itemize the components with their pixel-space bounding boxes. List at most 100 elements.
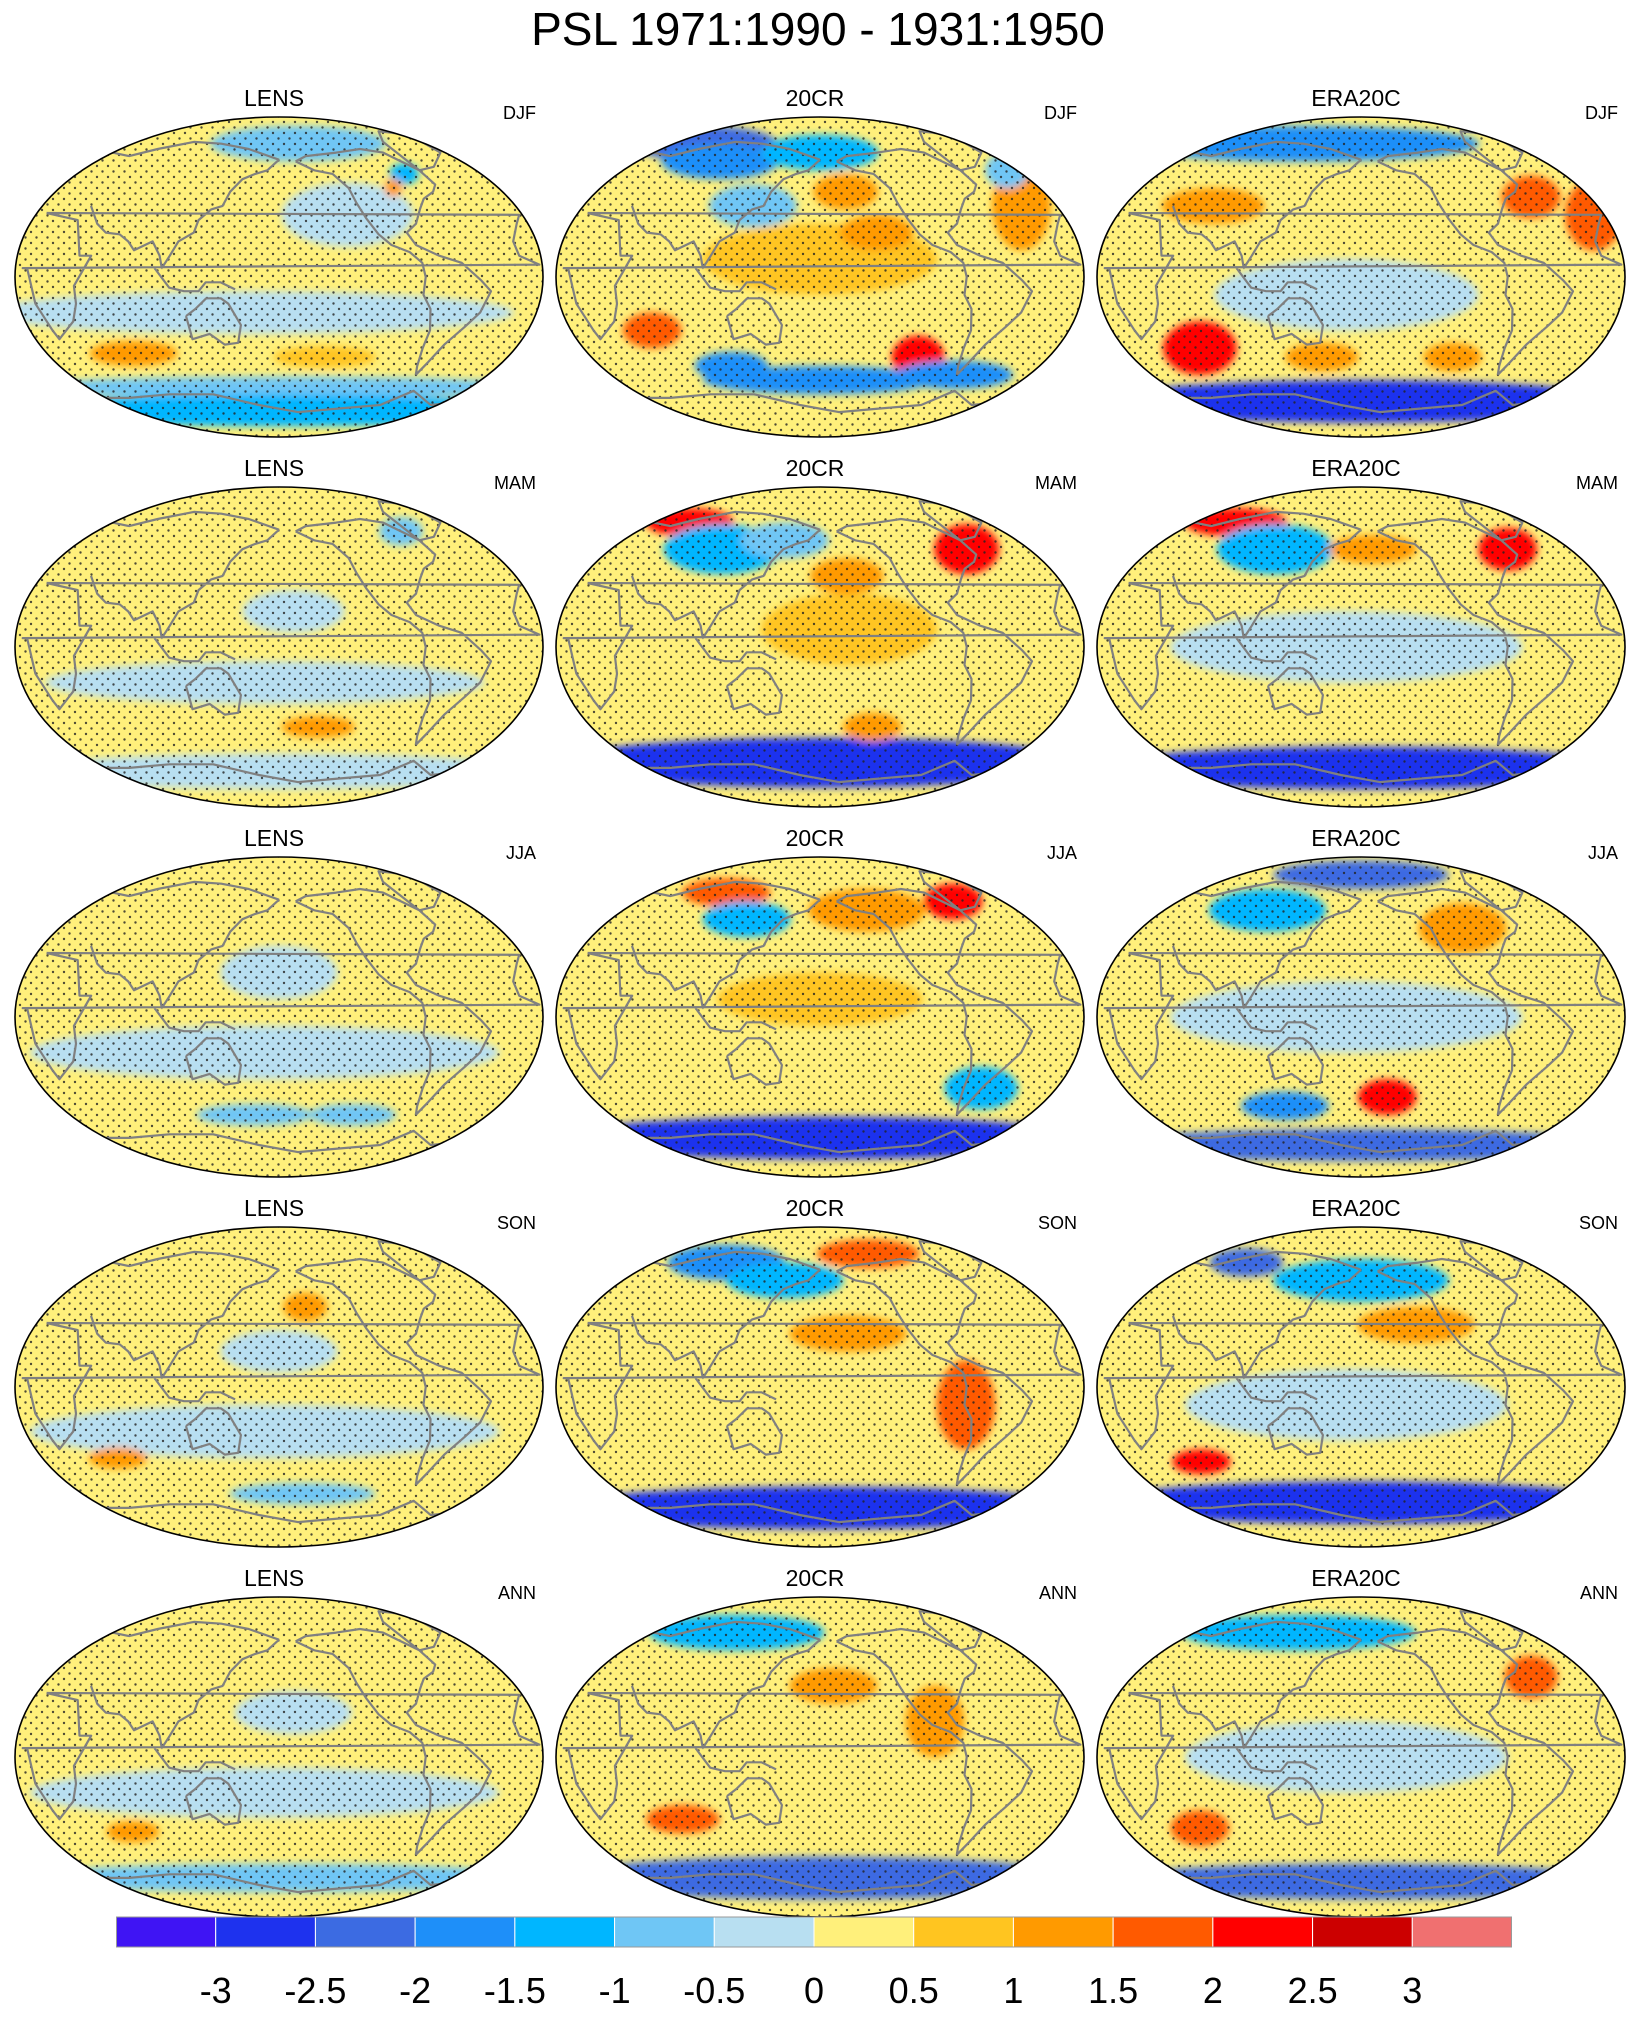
map-panel-20cr-son: 20CR SON bbox=[545, 1194, 1085, 1548]
colorbar-swatch bbox=[414, 1916, 516, 1948]
season-label: ANN bbox=[1038, 1583, 1077, 1603]
panel-title: 20CR bbox=[785, 85, 845, 111]
colorbar-tick-label: 2.5 bbox=[1288, 1970, 1338, 2011]
colorbar-tick-label: -2 bbox=[399, 1970, 431, 2011]
colorbar-swatch bbox=[1212, 1916, 1314, 1948]
map-outline bbox=[1096, 1226, 1626, 1548]
map-outline bbox=[14, 856, 544, 1178]
panel-title: LENS bbox=[243, 1195, 305, 1221]
season-label: SON bbox=[496, 1213, 536, 1233]
season-label: MAM bbox=[494, 473, 536, 493]
colorbar-swatch bbox=[1012, 1916, 1114, 1948]
map-plot bbox=[555, 1226, 1085, 1548]
panel-title: ERA20C bbox=[1311, 1565, 1401, 1591]
panel-title: 20CR bbox=[785, 1565, 845, 1591]
colorbar-swatch bbox=[913, 1916, 1014, 1948]
colorbar-tick-label: 0.5 bbox=[889, 1970, 939, 2011]
map-outline bbox=[14, 1226, 544, 1548]
map-plot bbox=[555, 486, 1085, 808]
panel-title: LENS bbox=[243, 825, 305, 851]
season-label: DJF bbox=[1044, 103, 1077, 123]
map-outline bbox=[14, 486, 544, 808]
panel-title: ERA20C bbox=[1311, 825, 1401, 851]
stippling bbox=[15, 1227, 543, 1547]
colorbar-tick-label: -1 bbox=[599, 1970, 631, 2011]
colorbar-tick-label: -0.5 bbox=[683, 1970, 745, 2011]
colorbar-swatch bbox=[215, 1916, 316, 1948]
stippling bbox=[556, 857, 1084, 1177]
colorbar-tick-label: 1.5 bbox=[1088, 1970, 1138, 2011]
panel-title: ERA20C bbox=[1311, 85, 1401, 111]
stippling bbox=[15, 487, 543, 807]
map-plot bbox=[1096, 856, 1626, 1178]
map-panel-20cr-djf: 20CR DJF bbox=[545, 84, 1085, 438]
colorbar-swatch bbox=[713, 1916, 815, 1948]
map-outline bbox=[555, 856, 1085, 1178]
panel-title: ERA20C bbox=[1311, 1195, 1401, 1221]
map-outline bbox=[1096, 856, 1626, 1178]
colorbar-swatch bbox=[314, 1916, 416, 1948]
map-panel-lens-jja: LENS JJA bbox=[4, 824, 544, 1178]
map-plot bbox=[1096, 1226, 1626, 1548]
stippling bbox=[556, 487, 1084, 807]
map-outline bbox=[555, 116, 1085, 438]
season-label: MAM bbox=[1576, 473, 1618, 493]
map-plot bbox=[1096, 486, 1626, 808]
colorbar-tick-label: -2.5 bbox=[284, 1970, 346, 2011]
colorbar-swatch bbox=[614, 1916, 715, 1948]
season-label: ANN bbox=[1579, 1583, 1618, 1603]
map-panel-era20c-mam: ERA20C MAM bbox=[1086, 454, 1626, 808]
colorbar-swatch bbox=[813, 1916, 915, 1948]
panel-title: ERA20C bbox=[1311, 455, 1401, 481]
season-label: DJF bbox=[503, 103, 536, 123]
stippling bbox=[556, 117, 1084, 437]
map-panel-lens-ann: LENS ANN bbox=[4, 1564, 544, 1918]
map-plot bbox=[14, 1226, 544, 1548]
panel-title: 20CR bbox=[785, 1195, 845, 1221]
colorbar-swatch bbox=[1411, 1916, 1512, 1948]
season-label: ANN bbox=[497, 1583, 536, 1603]
colorbar-tick-label: 1 bbox=[1003, 1970, 1023, 2011]
colorbar-swatch bbox=[1312, 1916, 1413, 1948]
season-label: JJA bbox=[505, 843, 536, 863]
colorbar-tick-label: -3 bbox=[200, 1970, 232, 2011]
map-plot bbox=[14, 486, 544, 808]
colorbar-tick-label: -1.5 bbox=[484, 1970, 546, 2011]
map-plot bbox=[555, 856, 1085, 1178]
map-outline bbox=[1096, 486, 1626, 808]
panel-title: 20CR bbox=[785, 825, 845, 851]
map-plot bbox=[14, 116, 544, 438]
map-outline bbox=[555, 1226, 1085, 1548]
panel-title: LENS bbox=[243, 85, 305, 111]
map-outline bbox=[555, 486, 1085, 808]
stippling bbox=[1097, 117, 1625, 437]
season-label: MAM bbox=[1035, 473, 1077, 493]
panel-title: 20CR bbox=[785, 455, 845, 481]
colorbar-swatch bbox=[514, 1916, 616, 1948]
map-plot bbox=[1096, 116, 1626, 438]
stippling bbox=[556, 1597, 1084, 1917]
stippling bbox=[1097, 1597, 1625, 1917]
map-panel-lens-djf: LENS DJF bbox=[4, 84, 544, 438]
panel-title: LENS bbox=[243, 1565, 305, 1591]
map-panel-20cr-ann: 20CR ANN bbox=[545, 1564, 1085, 1918]
stippling bbox=[15, 1597, 543, 1917]
colorbar-swatch bbox=[116, 1916, 217, 1948]
map-plot bbox=[1096, 1596, 1626, 1918]
stippling bbox=[556, 1227, 1084, 1547]
colorbar-tick-label: 0 bbox=[804, 1970, 824, 2011]
season-label: JJA bbox=[1587, 843, 1618, 863]
stippling bbox=[15, 857, 543, 1177]
map-plot bbox=[14, 1596, 544, 1918]
map-panel-era20c-son: ERA20C SON bbox=[1086, 1194, 1626, 1548]
map-panel-20cr-mam: 20CR MAM bbox=[545, 454, 1085, 808]
figure-title: PSL 1971:1990 - 1931:1950 bbox=[531, 3, 1105, 55]
panel-title: LENS bbox=[243, 455, 305, 481]
colorbar-swatch bbox=[1112, 1916, 1214, 1948]
colorbar: -3 -2.5 -2 -1.5 -1 -0.5 0 0.5 1 1.5 2 2.5 3 bbox=[116, 1916, 1512, 2011]
map-panel-20cr-jja: 20CR JJA bbox=[545, 824, 1085, 1178]
map-plot bbox=[555, 1596, 1085, 1918]
season-label: DJF bbox=[1585, 103, 1618, 123]
season-label: SON bbox=[1037, 1213, 1077, 1233]
map-plot bbox=[14, 856, 544, 1178]
